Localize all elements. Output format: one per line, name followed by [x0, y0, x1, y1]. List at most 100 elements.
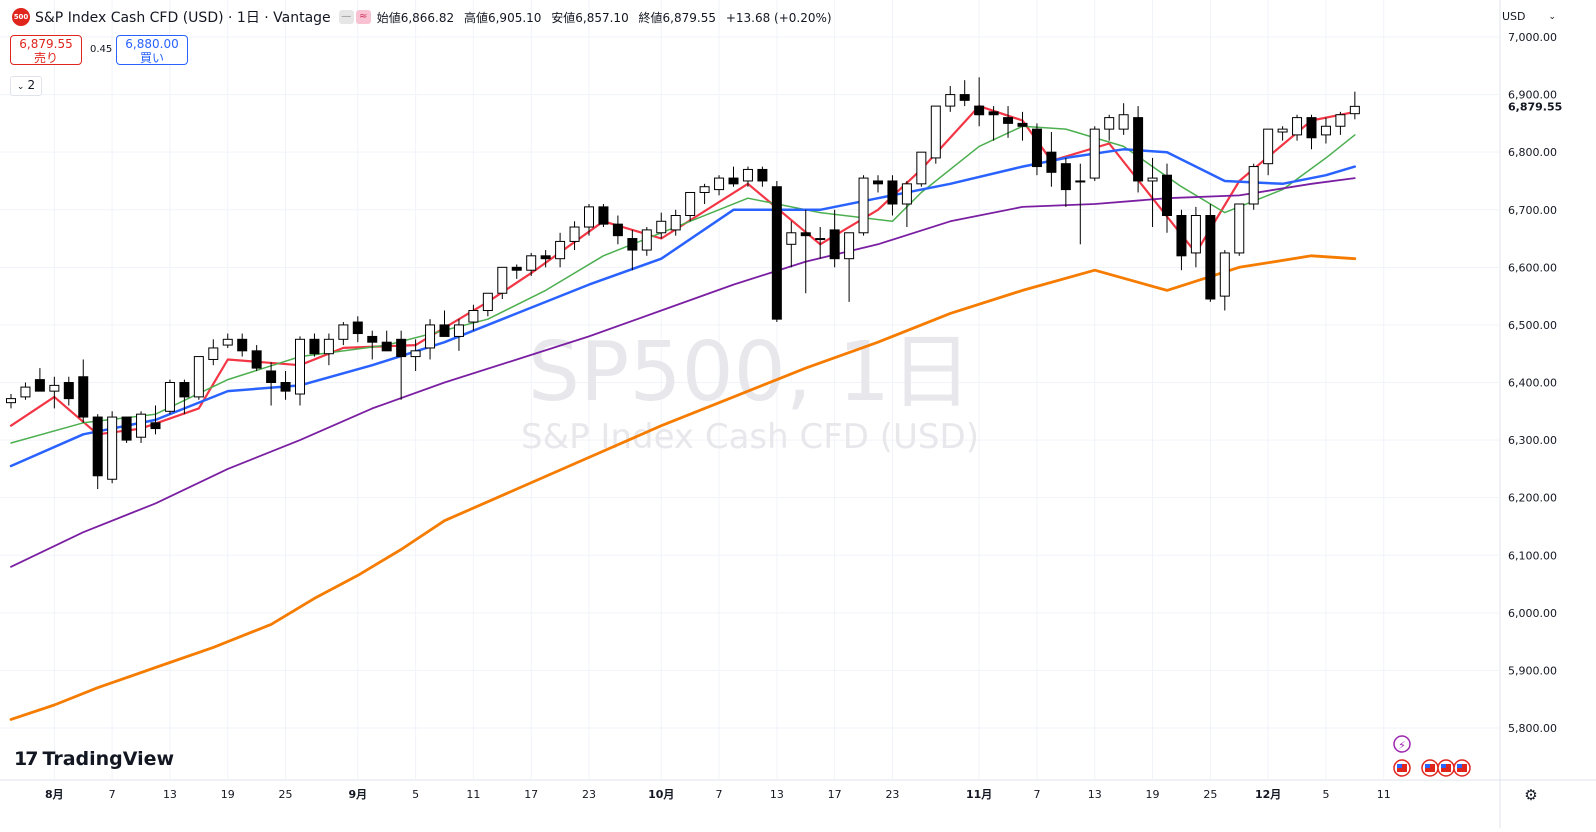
- gear-icon[interactable]: ⚙: [1524, 786, 1537, 804]
- candle: [540, 250, 551, 268]
- candle-body: [1190, 215, 1201, 254]
- candle-body: [757, 168, 768, 182]
- candle-body: [1248, 166, 1259, 205]
- candle: [309, 333, 320, 357]
- candle: [612, 215, 623, 245]
- minus-icon[interactable]: —: [338, 10, 354, 24]
- candle: [20, 382, 31, 400]
- candle: [511, 264, 522, 279]
- symbol-title[interactable]: S&P Index Cash CFD (USD) · 1日 · Vantage: [35, 10, 331, 26]
- price-tick-label: 6,700.00: [1508, 204, 1557, 217]
- candle: [295, 336, 305, 406]
- flag-canton-icon: [1425, 764, 1430, 768]
- candle-body: [555, 240, 566, 260]
- candle: [584, 203, 594, 236]
- candle: [1118, 103, 1129, 135]
- candle-body: [844, 232, 855, 260]
- candle: [1320, 117, 1331, 144]
- candle-body: [482, 292, 493, 312]
- candle-body: [815, 238, 826, 241]
- candle-body: [453, 324, 464, 337]
- candle: [699, 183, 710, 204]
- candle-body: [829, 229, 840, 260]
- candle: [338, 322, 349, 346]
- candle-body: [468, 310, 479, 323]
- candle-body: [425, 324, 436, 349]
- time-tick-label: 23: [885, 788, 899, 801]
- candle: [829, 209, 840, 268]
- candle-body: [988, 111, 999, 116]
- candle-body: [612, 223, 623, 237]
- candle: [757, 166, 768, 187]
- candle: [742, 166, 753, 187]
- approx-icon[interactable]: ≈: [355, 10, 371, 24]
- tradingview-logo[interactable]: 𝟭𝟳 TradingView: [14, 748, 174, 770]
- watermark-description: S&P Index Cash CFD (USD): [521, 417, 979, 457]
- time-tick-label: 11: [466, 788, 480, 801]
- price-tick-label: 6,200.00: [1508, 492, 1557, 505]
- time-tick-label: 12月: [1255, 788, 1281, 801]
- last-price-label: 6,879.55: [1508, 100, 1562, 113]
- candle: [815, 227, 826, 259]
- candle: [1277, 126, 1288, 141]
- candle-body: [164, 382, 175, 412]
- time-tick-label: 17: [524, 788, 538, 801]
- spread-value: 0.45: [90, 44, 113, 55]
- candle: [251, 345, 262, 371]
- time-tick-label: 7: [1033, 788, 1040, 801]
- high-label: 高値: [463, 10, 488, 25]
- flag-canton-icon: [1457, 764, 1462, 768]
- candle-body: [295, 338, 305, 395]
- candle: [974, 77, 985, 127]
- candle: [193, 356, 204, 400]
- candle: [670, 209, 681, 236]
- candle-body: [6, 398, 16, 404]
- indicator-count: 2: [27, 78, 36, 92]
- change-value: +13.68 (+0.20%): [725, 10, 832, 25]
- candle-body: [92, 416, 103, 477]
- candle: [367, 330, 378, 360]
- candle-body: [584, 206, 594, 228]
- time-tick-label: 7: [716, 788, 723, 801]
- buy-button[interactable]: 6,880.00 買い: [116, 35, 188, 65]
- candle: [482, 292, 493, 317]
- candle: [1234, 203, 1245, 256]
- close-value: 6,879.55: [662, 10, 716, 25]
- candle: [78, 359, 89, 423]
- currency-select[interactable]: USD ⌄: [1502, 6, 1562, 28]
- candle-body: [237, 338, 248, 352]
- candle: [1263, 128, 1274, 176]
- candle-body: [410, 350, 421, 358]
- candle-body: [930, 105, 941, 159]
- candle: [555, 232, 566, 268]
- candle-body: [959, 94, 970, 101]
- candle: [844, 232, 855, 302]
- candle: [945, 85, 956, 112]
- time-tick-label: 5: [1322, 788, 1329, 801]
- candle-body: [309, 338, 320, 355]
- compare-chip[interactable]: — ≈: [338, 10, 371, 24]
- candle-body: [1060, 163, 1071, 191]
- candle-body: [656, 220, 667, 234]
- indicators-toggle[interactable]: ⌄ 2: [10, 76, 42, 96]
- time-tick-label: 13: [163, 788, 177, 801]
- time-tick-label: 25: [1203, 788, 1217, 801]
- candle-body: [352, 321, 363, 335]
- candle-body: [396, 338, 407, 358]
- candle-body: [685, 191, 696, 217]
- candle: [887, 175, 898, 216]
- candle: [237, 333, 248, 357]
- candle: [569, 221, 580, 251]
- time-tick-label: 10月: [648, 788, 674, 801]
- sell-button[interactable]: 6,879.55 売り: [10, 35, 82, 65]
- candle: [497, 266, 508, 300]
- candle-body: [1320, 125, 1331, 136]
- candle-body: [786, 232, 797, 245]
- sell-label: 売り: [33, 51, 58, 65]
- lightning-event-icon[interactable]: [1393, 735, 1411, 753]
- symbol-logo[interactable]: 500: [12, 8, 30, 26]
- candle: [1190, 206, 1201, 268]
- moving-average-line-green: [10, 125, 1356, 444]
